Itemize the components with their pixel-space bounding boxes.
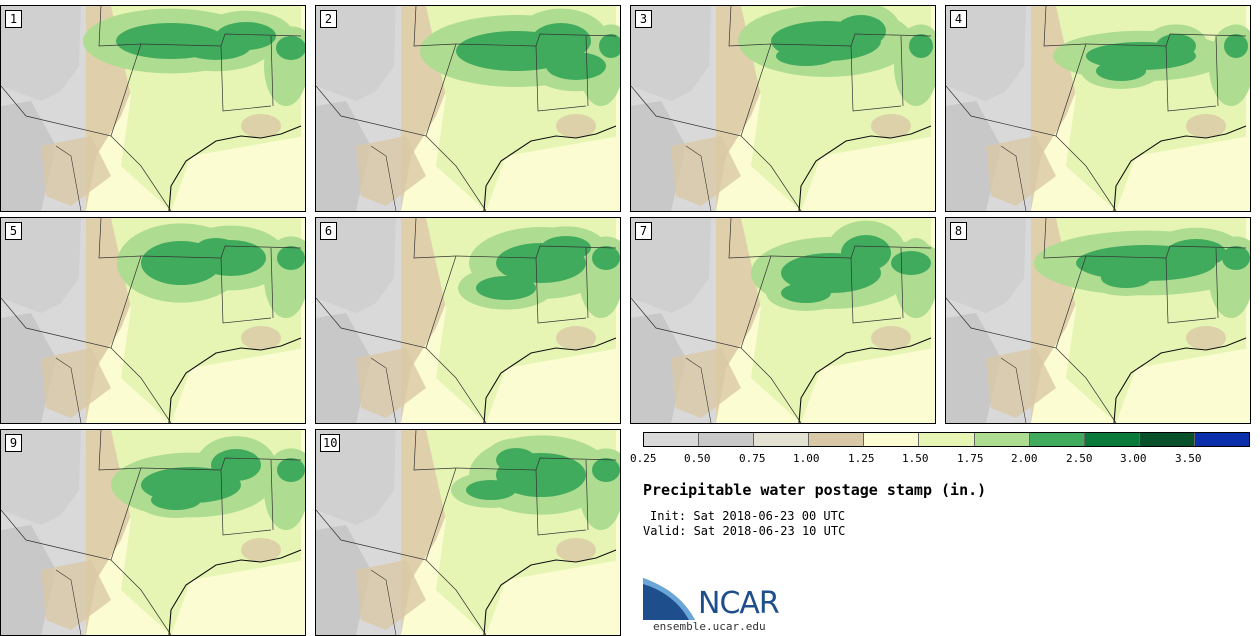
precipitable-water-map bbox=[946, 218, 1250, 423]
colorbar-swatch bbox=[644, 433, 700, 446]
postage-stamp-panel: 2 bbox=[315, 5, 621, 212]
colorbar-swatch bbox=[1139, 433, 1195, 446]
precipitable-water-map bbox=[1, 430, 305, 635]
colorbar-swatch bbox=[974, 433, 1030, 446]
colorbar-tick-label: 1.25 bbox=[848, 452, 875, 465]
member-number-label: 2 bbox=[320, 10, 337, 28]
colorbar-swatch bbox=[864, 433, 920, 446]
colorbar-swatch bbox=[1029, 433, 1085, 446]
member-number-label: 1 bbox=[5, 10, 22, 28]
colorbar-swatch bbox=[919, 433, 975, 446]
postage-stamp-panel: 7 bbox=[630, 217, 936, 424]
colorbar-swatch bbox=[1084, 433, 1140, 446]
colorbar-swatch bbox=[699, 433, 755, 446]
colorbar-tick-label: 1.75 bbox=[957, 452, 984, 465]
logo-wordmark: NCAR bbox=[698, 586, 780, 621]
precipitable-water-map bbox=[316, 6, 620, 211]
member-number-label: 8 bbox=[950, 222, 967, 240]
colorbar-tick-label: 0.25 bbox=[630, 452, 657, 465]
chart-title: Precipitable water postage stamp (in.) bbox=[643, 481, 987, 499]
ncar-swoosh-icon bbox=[643, 578, 695, 620]
precipitable-water-map bbox=[631, 218, 935, 423]
colorbar-swatch bbox=[809, 433, 865, 446]
postage-stamp-panel: 3 bbox=[630, 5, 936, 212]
colorbar-tick-label: 0.75 bbox=[739, 452, 766, 465]
member-number-label: 6 bbox=[320, 222, 337, 240]
postage-stamp-panel: 5 bbox=[0, 217, 306, 424]
ncar-logo bbox=[643, 578, 793, 620]
colorbar-swatch bbox=[1194, 433, 1250, 446]
member-number-label: 10 bbox=[320, 434, 341, 452]
init-time: Init: Sat 2018-06-23 00 UTC bbox=[650, 509, 846, 523]
postage-stamp-panel: 4 bbox=[945, 5, 1251, 212]
precipitable-water-map bbox=[316, 430, 620, 635]
member-number-label: 3 bbox=[635, 10, 652, 28]
colorbar-ticks: 0.25 0.50 0.75 1.00 1.25 1.50 1.75 2.00 2.50 3.00… bbox=[630, 452, 1255, 466]
colorbar-tick-label: 1.50 bbox=[902, 452, 929, 465]
postage-stamp-panel: 9 bbox=[0, 429, 306, 636]
precipitable-water-map bbox=[316, 218, 620, 423]
colorbar-swatch bbox=[754, 433, 810, 446]
postage-stamp-panel: 8 bbox=[945, 217, 1251, 424]
colorbar bbox=[643, 432, 1250, 447]
member-number-label: 4 bbox=[950, 10, 967, 28]
precipitable-water-map bbox=[1, 218, 305, 423]
colorbar-tick-label: 3.50 bbox=[1175, 452, 1202, 465]
postage-stamp-panel: 10 bbox=[315, 429, 621, 636]
site-url: ensemble.ucar.edu bbox=[653, 620, 766, 633]
colorbar-tick-label: 3.00 bbox=[1120, 452, 1147, 465]
postage-stamp-panel: 6 bbox=[315, 217, 621, 424]
member-number-label: 9 bbox=[5, 434, 22, 452]
colorbar-tick-label: 1.00 bbox=[793, 452, 820, 465]
member-number-label: 7 bbox=[635, 222, 652, 240]
precipitable-water-map bbox=[1, 6, 305, 211]
member-number-label: 5 bbox=[5, 222, 22, 240]
colorbar-tick-label: 2.00 bbox=[1011, 452, 1038, 465]
precipitable-water-map bbox=[946, 6, 1250, 211]
postage-stamp-panel: 1 bbox=[0, 5, 306, 212]
valid-time: Valid: Sat 2018-06-23 10 UTC bbox=[643, 524, 846, 538]
colorbar-tick-label: 2.50 bbox=[1066, 452, 1093, 465]
precipitable-water-map bbox=[631, 6, 935, 211]
colorbar-tick-label: 0.50 bbox=[684, 452, 711, 465]
